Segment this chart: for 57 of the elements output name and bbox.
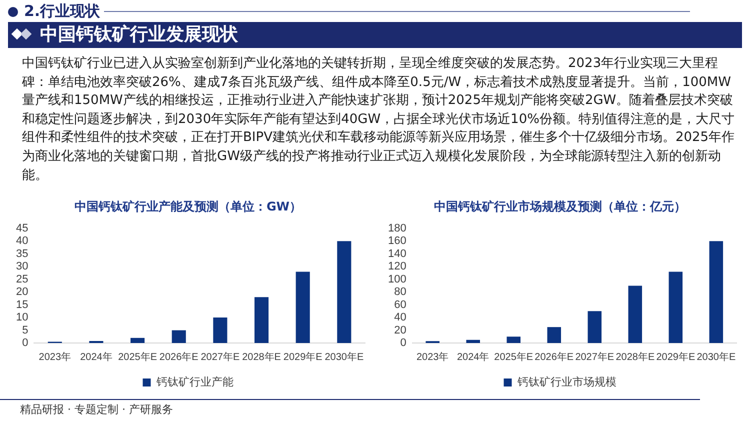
y-tick-label: 40 <box>394 312 406 324</box>
bar <box>506 336 521 343</box>
x-tick-label: 2030年E <box>696 350 736 363</box>
y-tick-label: 0 <box>22 337 28 350</box>
text: 中国钙钛矿行业发展现状 <box>40 23 238 47</box>
x-tick-label: 2028年E <box>242 350 282 363</box>
y-tick-label: 20 <box>16 286 28 298</box>
y-tick-label: 80 <box>394 286 406 298</box>
x-tick-label: 2023年 <box>416 350 449 363</box>
bar <box>337 241 352 343</box>
y-tick-label: 35 <box>16 248 28 260</box>
bar <box>466 340 480 343</box>
y-tick-label: 40 <box>16 235 28 248</box>
x-tick-label: 2024年 <box>456 350 490 363</box>
text: 精品研报 · 专题定制 · 产研服务 <box>20 403 173 417</box>
y-tick-label: 100 <box>388 273 406 286</box>
y-tick-label: 25 <box>16 273 28 286</box>
y-tick-label: 120 <box>388 260 406 273</box>
x-tick-label: 2026年E <box>534 350 574 363</box>
bar <box>254 297 269 343</box>
x-tick-label: 2028年E <box>616 350 655 363</box>
bar <box>588 311 602 343</box>
x-tick-label: 2029年E <box>656 350 696 363</box>
y-tick-label: 15 <box>16 298 28 311</box>
legend-label: 钙钛矿行业市场规模 <box>516 376 616 389</box>
text: 中国钙钛矿行业已进入从实验室创新到产业化落地的关键转折期，呈现全维度突破的发展态势。2023年行业实现三大里程碑：单结电池效率突破26%、建成7条百兆瓦级产线、组件成本降至0.5元/W，标志着技术成熟度显著提升。当前，100MW量产线和150MW产线的相继投运，正推动行业进入产能快速扩张期，预计2025年规划产能将突破2GW。随着叠层技术突破和稳定性问题逐步解决，到2030年实际年产能有望达到40GW，占据全球光伏市场近10%份额。特别值得注意的是，大尺寸组件和柔性组件的技术突破，正在打开BIPV建筑光伏和车载移动能源等新兴应用场景，催生多个十亿级细分市场。2025年作为商业化落地的关键窗口期，首批GW级产线的投产将推动行业正式迈入规模化发展阶段，为全球能源转型注入新的创新动能。 <box>22 55 736 185</box>
bar <box>213 318 228 343</box>
y-tick-label: 45 <box>16 222 28 234</box>
bar <box>547 327 562 343</box>
bar <box>130 338 145 343</box>
x-tick-label: 2030年E <box>324 350 364 363</box>
y-tick-label: 10 <box>16 312 28 324</box>
chart-title: 中国钙钛矿行业市场规模及预测（单位：亿元） <box>434 199 686 214</box>
text: 2.行业现状 <box>24 1 100 21</box>
x-tick-label: 2025年E <box>118 350 158 363</box>
x-tick-label: 2023年 <box>38 350 72 363</box>
x-tick-label: 2029年E <box>283 350 323 363</box>
x-tick-label: 2024年 <box>80 350 112 363</box>
y-tick-label: 20 <box>394 324 406 336</box>
x-tick-label: 2025年E <box>494 350 534 363</box>
y-tick-label: 30 <box>16 260 28 273</box>
bar <box>296 272 310 343</box>
bar <box>709 241 724 343</box>
y-tick-label: 160 <box>388 235 406 248</box>
chart-title: 中国钙钛矿行业产能及预测（单位：GW） <box>74 199 302 214</box>
x-tick-label: 2027年E <box>200 350 240 363</box>
y-tick-label: 180 <box>388 222 406 234</box>
bar <box>668 272 683 343</box>
bar <box>172 330 186 343</box>
y-tick-label: 140 <box>388 248 406 260</box>
y-tick-label: 5 <box>22 324 28 336</box>
y-tick-label: 60 <box>394 298 406 311</box>
x-tick-label: 2027年E <box>575 350 614 363</box>
y-tick-label: 0 <box>400 337 406 350</box>
x-tick-label: 2026年E <box>159 350 199 363</box>
bar <box>628 286 642 343</box>
legend-label: 钙钛矿行业产能 <box>155 376 234 389</box>
